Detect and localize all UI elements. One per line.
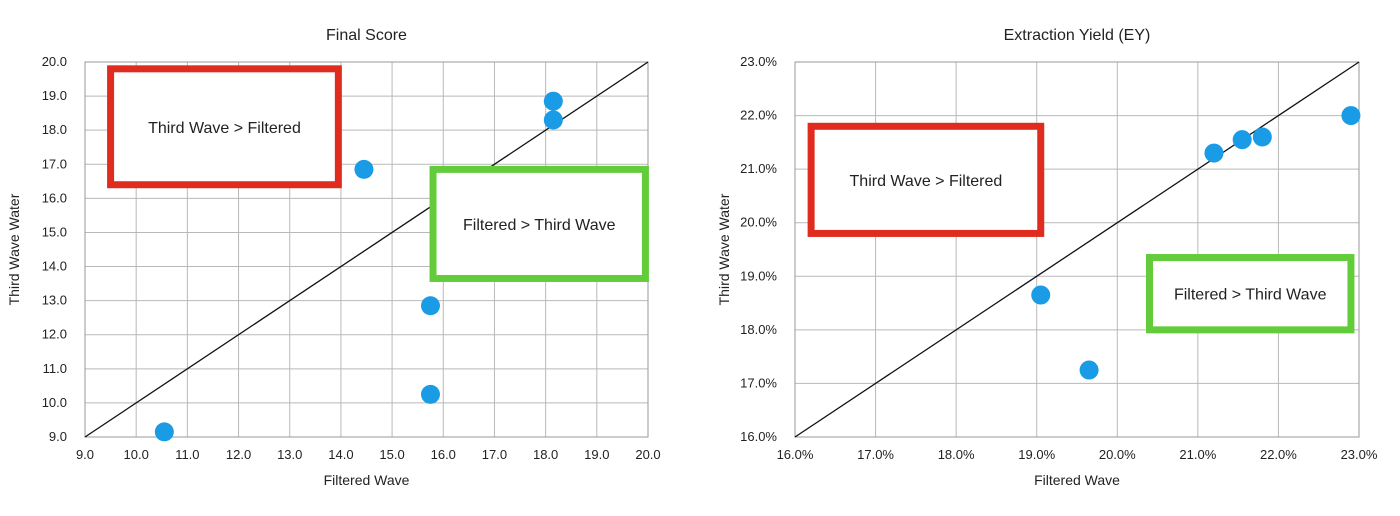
data-point bbox=[420, 384, 440, 404]
y-tick-label: 13.0 bbox=[42, 293, 67, 308]
data-point bbox=[154, 422, 174, 442]
x-tick-label: 15.0 bbox=[379, 447, 404, 462]
chart-2: 16.0% 17.0% 18.0% 19.0% 20.0% 21.0% 22.0% 23.0%… bbox=[716, 27, 1378, 488]
y-tick-label: 18.0% bbox=[740, 322, 777, 337]
y-tick-label: 18.0 bbox=[42, 122, 67, 137]
x-tick-label: 19.0 bbox=[584, 447, 609, 462]
y-tick-label: 19.0% bbox=[740, 268, 777, 283]
x-axis-label: Filtered Wave bbox=[1034, 472, 1120, 488]
x-tick-label: 14.0 bbox=[328, 447, 353, 462]
data-point bbox=[1341, 106, 1361, 126]
y-tick-label: 14.0 bbox=[42, 259, 67, 274]
y-axis-label: Third Wave Water bbox=[6, 193, 22, 305]
data-point bbox=[354, 159, 374, 179]
data-point bbox=[1232, 130, 1252, 150]
x-tick-label: 18.0 bbox=[533, 447, 558, 462]
x-tick-label: 22.0% bbox=[1260, 447, 1297, 462]
data-point bbox=[420, 296, 440, 316]
data-point bbox=[1204, 143, 1224, 163]
chart-1: 9.0 10.0 11.0 12.0 13.0 14.0 15.0 16.0 17.0 18.0 1… bbox=[6, 27, 661, 488]
y-tick-label: 19.0 bbox=[42, 88, 67, 103]
x-tick-label: 16.0 bbox=[431, 447, 456, 462]
y-tick-label: 11.0 bbox=[43, 361, 67, 376]
x-tick-label: 9.0 bbox=[76, 447, 94, 462]
data-point bbox=[543, 91, 563, 111]
x-tick-label: 13.0 bbox=[277, 447, 302, 462]
x-tick-label: 11.0 bbox=[175, 447, 199, 462]
x-tick-label: 23.0% bbox=[1341, 447, 1378, 462]
y-axis-label: Third Wave Water bbox=[716, 193, 732, 305]
x-tick-label: 12.0 bbox=[226, 447, 251, 462]
data-point bbox=[1079, 360, 1099, 380]
y-tick-label: 15.0 bbox=[42, 224, 67, 239]
x-tick-label: 20.0% bbox=[1099, 447, 1136, 462]
y-tick-label: 17.0 bbox=[42, 156, 67, 171]
y-tick-label: 20.0% bbox=[740, 215, 777, 230]
x-tick-label: 19.0% bbox=[1018, 447, 1055, 462]
x-tick-label: 21.0% bbox=[1179, 447, 1216, 462]
y-tick-label: 16.0 bbox=[42, 190, 67, 205]
y-tick-label: 9.0 bbox=[49, 429, 67, 444]
x-tick-label: 10.0 bbox=[124, 447, 149, 462]
annotation-text: Filtered > Third Wave bbox=[1174, 287, 1327, 304]
reference-line bbox=[794, 61, 1360, 438]
data-point bbox=[543, 110, 563, 130]
annotation-box bbox=[429, 165, 649, 282]
data-point bbox=[1252, 127, 1272, 147]
data-point bbox=[1031, 285, 1051, 305]
y-tick-label: 21.0% bbox=[740, 161, 777, 176]
annotation-text: Third Wave > Filtered bbox=[850, 173, 1003, 190]
chart-title: Extraction Yield (EY) bbox=[1004, 27, 1151, 44]
y-tick-label: 23.0% bbox=[740, 54, 777, 69]
x-tick-label: 16.0% bbox=[777, 447, 814, 462]
y-tick-label: 10.0 bbox=[42, 395, 67, 410]
x-tick-label: 17.0% bbox=[857, 447, 894, 462]
x-tick-label: 20.0 bbox=[635, 447, 660, 462]
x-tick-label: 17.0 bbox=[482, 447, 507, 462]
chart-title: Final Score bbox=[326, 27, 407, 44]
plot-frame bbox=[794, 61, 1360, 438]
y-tick-label: 12.0 bbox=[42, 327, 67, 342]
y-tick-label: 16.0% bbox=[740, 429, 777, 444]
x-axis-label: Filtered Wave bbox=[324, 472, 410, 488]
x-tick-label: 18.0% bbox=[938, 447, 975, 462]
y-tick-label: 22.0% bbox=[740, 108, 777, 123]
annotation-box bbox=[807, 122, 1045, 237]
y-tick-label: 17.0% bbox=[740, 375, 777, 390]
y-tick-label: 20.0 bbox=[42, 54, 67, 69]
annotation-box bbox=[107, 65, 342, 189]
annotation-box bbox=[1146, 254, 1355, 334]
annotation-text: Third Wave > Filtered bbox=[148, 120, 301, 137]
annotation-text: Filtered > Third Wave bbox=[463, 217, 616, 234]
